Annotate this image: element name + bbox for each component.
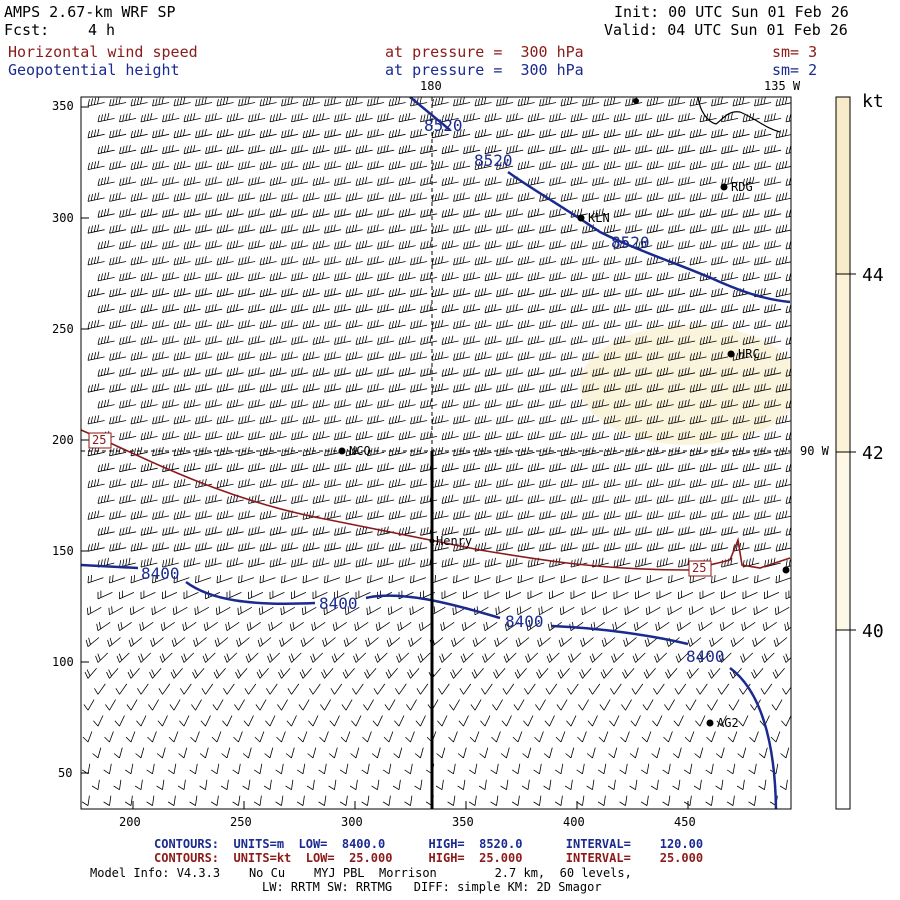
field1-name: Horizontal wind speed [8,43,198,61]
station-label-rdg: RDG [731,180,753,194]
field1-level: at pressure = 300 hPa [385,43,584,61]
y-tick-label: 350 [52,99,74,113]
colorbar-band-base [836,630,850,809]
plot-frame [80,96,792,810]
height-label-8520: 8520 [474,151,513,170]
x-tick-label: 350 [452,815,474,829]
station-label-ag2: AG2 [717,716,739,730]
lon-label-180: 180 [420,79,442,93]
station-label-henry: Henry [436,534,473,548]
contours-height-info: CONTOURS: UNITS=m LOW= 8400.0 HIGH= 8520… [154,837,704,851]
wind-label-box-1 [88,432,112,449]
x-tick-label: 450 [674,815,696,829]
station-dot-kln [577,214,585,222]
station-dot-rdg [720,183,728,191]
field2-name: Geopotential height [8,61,180,79]
y-tick-label: 150 [52,544,74,558]
height-contour-8520-b [507,170,791,304]
x-tick-label: 400 [563,815,585,829]
y-tick-label: 100 [52,655,74,669]
x-tick-label: 200 [119,815,141,829]
station-dot-nco [338,447,346,455]
colorbar-label: 42 [862,443,884,464]
wind-speed-contour [81,429,791,571]
y-tick-label: 50 [58,766,73,780]
height-label-8400: 8400 [319,594,358,613]
colorbar-frame [835,96,851,810]
height-label-8520: 8520 [611,233,650,252]
y-tick-label: 200 [52,433,74,447]
y-tick-label: 300 [52,211,74,225]
wind-label-box-2 [688,560,712,577]
height-contour-8400-c [365,594,501,620]
wind-barbs [81,97,791,806]
height-label-8520: 8520 [424,116,463,135]
station-dot-henry [429,538,435,544]
y-axis-ticks [81,106,89,774]
height-label-8400: 8400 [686,647,725,666]
station-label-hrc: HRC [738,347,760,361]
field2-level: at pressure = 300 hPa [385,61,584,79]
forecast-hour: 4 h [88,21,116,39]
wind-label-25: 25 [692,561,707,575]
colorbar-band-40 [836,452,850,630]
x-tick-label: 250 [230,815,252,829]
height-contour-8400-e [729,666,778,809]
height-label-8400: 8400 [505,612,544,631]
init-time: Init: 00 UTC Sun 01 Feb 26 [614,3,849,21]
wind-barb-paths [81,97,791,806]
colorbar-band-42 [836,274,850,452]
colorbar-unit: kt [862,91,884,112]
height-label-8400: 8400 [141,564,180,583]
lon-label-90w: 90 W [800,444,829,458]
height-contour-8400-a [81,563,139,570]
station-dot-hrc [727,350,735,358]
colorbar-label: 44 [862,265,884,286]
station-dot-edge [782,566,790,574]
height-contour-8520-a [409,97,451,131]
station-label-nco: NCO [349,444,371,458]
height-contour-8400-d [551,624,689,646]
forecast-label: Fcst: [4,21,50,39]
colorbar-band-44 [836,97,850,274]
colorbar-label: 40 [862,621,884,642]
wind-label-25: 25 [92,433,107,447]
valid-time: Valid: 04 UTC Sun 01 Feb 26 [604,21,848,39]
physics-info: LW: RRTM SW: RRTMG DIFF: simple KM: 2D S… [262,880,602,894]
height-contour-8400-b [185,580,316,605]
station-dot-ag2 [706,719,714,727]
field1-smoothing: sm= 3 [772,43,818,61]
model-title: AMPS 2.67-km WRF SP [4,3,176,21]
field2-smoothing: sm= 2 [772,61,818,79]
station-dot-top [633,98,639,104]
station-label-kln: KLN [588,211,610,225]
contours-wind-info: CONTOURS: UNITS=kt LOW= 25.000 HIGH= 25.… [154,851,704,865]
coastline [697,97,781,133]
y-tick-label: 250 [52,322,74,336]
x-tick-label: 300 [341,815,363,829]
lon-label-135w: 135 W [764,79,801,93]
wind-speed-shading [580,325,791,445]
x-axis-ticks [132,801,689,809]
model-info: Model Info: V4.3.3 No Cu MYJ PBL Morriso… [90,866,632,880]
